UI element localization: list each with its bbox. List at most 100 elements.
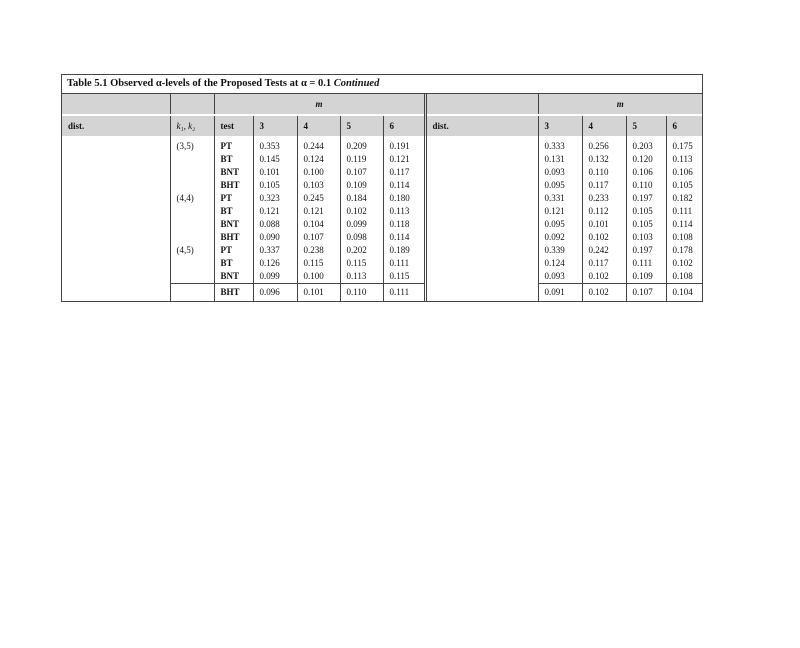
value-cell: 0.098 [339, 231, 383, 244]
value-cell: 0.132 [581, 153, 627, 166]
value-cell: 0.108 [665, 231, 703, 244]
value-cell: 0.117 [581, 179, 627, 192]
value-cell: 0.331 [537, 192, 583, 205]
k-cell [169, 153, 214, 166]
value-cell: 0.101 [296, 283, 340, 301]
value-cell: 0.339 [537, 244, 583, 257]
header-test: test [213, 114, 253, 136]
value-cell: 0.100 [296, 166, 340, 179]
data-table: Table 5.1 Observed α-levels of the Propo… [61, 74, 703, 302]
k-cell: (3,5) [169, 136, 214, 153]
k-cell [169, 205, 214, 218]
value-cell: 0.107 [625, 283, 667, 301]
value-cell: 0.184 [339, 192, 383, 205]
header-k: k₁, k₂ [169, 114, 214, 136]
value-cell: 0.117 [581, 257, 627, 270]
dist-cell-right [423, 179, 539, 192]
table-row: BT 0.145 0.124 0.119 0.121 0.131 0.132 0.120 0.1… [62, 153, 703, 166]
table-row: (4,4) PT 0.323 0.245 0.184 0.180 0.331 0.233 0.1… [62, 192, 703, 205]
value-cell: 0.090 [252, 231, 297, 244]
value-cell: 0.115 [296, 257, 340, 270]
test-cell: PT [213, 192, 253, 205]
dist-cell [62, 231, 170, 244]
value-cell: 0.197 [625, 244, 667, 257]
header-m3: 3 [252, 114, 297, 136]
value-cell: 0.105 [252, 179, 297, 192]
value-cell: 0.242 [581, 244, 627, 257]
k-cell [169, 231, 214, 244]
table-row: BHT 0.090 0.107 0.098 0.114 0.092 0.102 0.103 0.… [62, 231, 703, 244]
value-cell: 0.103 [625, 231, 667, 244]
value-cell: 0.100 [296, 270, 340, 284]
value-cell: 0.110 [581, 166, 627, 179]
dist-cell [62, 153, 170, 166]
table-row: BT 0.126 0.115 0.115 0.111 0.124 0.117 0.111 0.1… [62, 257, 703, 270]
header-row: dist. k₁, k₂ test 3 4 5 6 dist. 3 4 5 6 [62, 114, 703, 136]
value-cell: 0.233 [581, 192, 627, 205]
value-cell: 0.093 [537, 166, 583, 179]
dist-cell [62, 136, 170, 153]
k-cell [169, 257, 214, 270]
value-cell: 0.121 [382, 153, 426, 166]
value-cell: 0.095 [537, 218, 583, 231]
dist-cell [62, 257, 170, 270]
value-cell: 0.102 [581, 283, 627, 301]
value-cell: 0.209 [339, 136, 383, 153]
header-m3-right: 3 [537, 114, 583, 136]
header-m4: 4 [296, 114, 340, 136]
table-row: (3,5) PT 0.353 0.244 0.209 0.191 0.333 0.256 0.2… [62, 136, 703, 153]
dist-cell [62, 270, 170, 284]
value-cell: 0.101 [581, 218, 627, 231]
dist-cell-right [423, 136, 539, 153]
value-cell: 0.106 [665, 166, 703, 179]
value-cell: 0.323 [252, 192, 297, 205]
header-m5-right: 5 [625, 114, 667, 136]
value-cell: 0.114 [382, 179, 426, 192]
value-cell: 0.238 [296, 244, 340, 257]
dist-cell [62, 284, 170, 302]
dist-cell [62, 244, 170, 257]
value-cell: 0.099 [252, 270, 297, 284]
value-cell: 0.102 [665, 257, 703, 270]
value-cell: 0.131 [537, 153, 583, 166]
dist-cell-right [423, 283, 539, 301]
value-cell: 0.088 [252, 218, 297, 231]
value-cell: 0.106 [625, 166, 667, 179]
table-row: BNT 0.088 0.104 0.099 0.118 0.095 0.101 0.105 0.… [62, 218, 703, 231]
value-cell: 0.096 [252, 283, 297, 301]
value-cell: 0.113 [665, 153, 703, 166]
dist-cell-right [423, 218, 539, 231]
test-cell: PT [213, 136, 253, 153]
dist-cell [62, 205, 170, 218]
value-cell: 0.107 [339, 166, 383, 179]
value-cell: 0.111 [382, 257, 426, 270]
caption-continued: Continued [333, 78, 380, 89]
value-cell: 0.245 [296, 192, 340, 205]
table-row: BNT 0.099 0.100 0.113 0.115 0.093 0.102 0.109 0.… [62, 270, 703, 284]
value-cell: 0.256 [581, 136, 627, 153]
value-cell: 0.113 [382, 205, 426, 218]
dist-cell [62, 218, 170, 231]
value-cell: 0.101 [252, 166, 297, 179]
value-cell: 0.180 [382, 192, 426, 205]
dist-cell-right [423, 192, 539, 205]
k-cell [169, 179, 214, 192]
value-cell: 0.115 [382, 270, 426, 284]
header-dist-right: dist. [423, 114, 539, 136]
test-cell: BT [213, 153, 253, 166]
dist-cell-right [423, 231, 539, 244]
value-cell: 0.111 [665, 205, 703, 218]
value-cell: 0.203 [625, 136, 667, 153]
test-cell: BNT [213, 166, 253, 179]
value-cell: 0.109 [625, 270, 667, 284]
value-cell: 0.093 [537, 270, 583, 284]
header-dist: dist. [62, 114, 170, 136]
header-m6-right: 6 [665, 114, 703, 136]
value-cell: 0.113 [339, 270, 383, 284]
header-m6: 6 [382, 114, 426, 136]
value-cell: 0.104 [665, 283, 703, 301]
value-cell: 0.104 [296, 218, 340, 231]
value-cell: 0.092 [537, 231, 583, 244]
header-m5: 5 [339, 114, 383, 136]
value-cell: 0.112 [581, 205, 627, 218]
